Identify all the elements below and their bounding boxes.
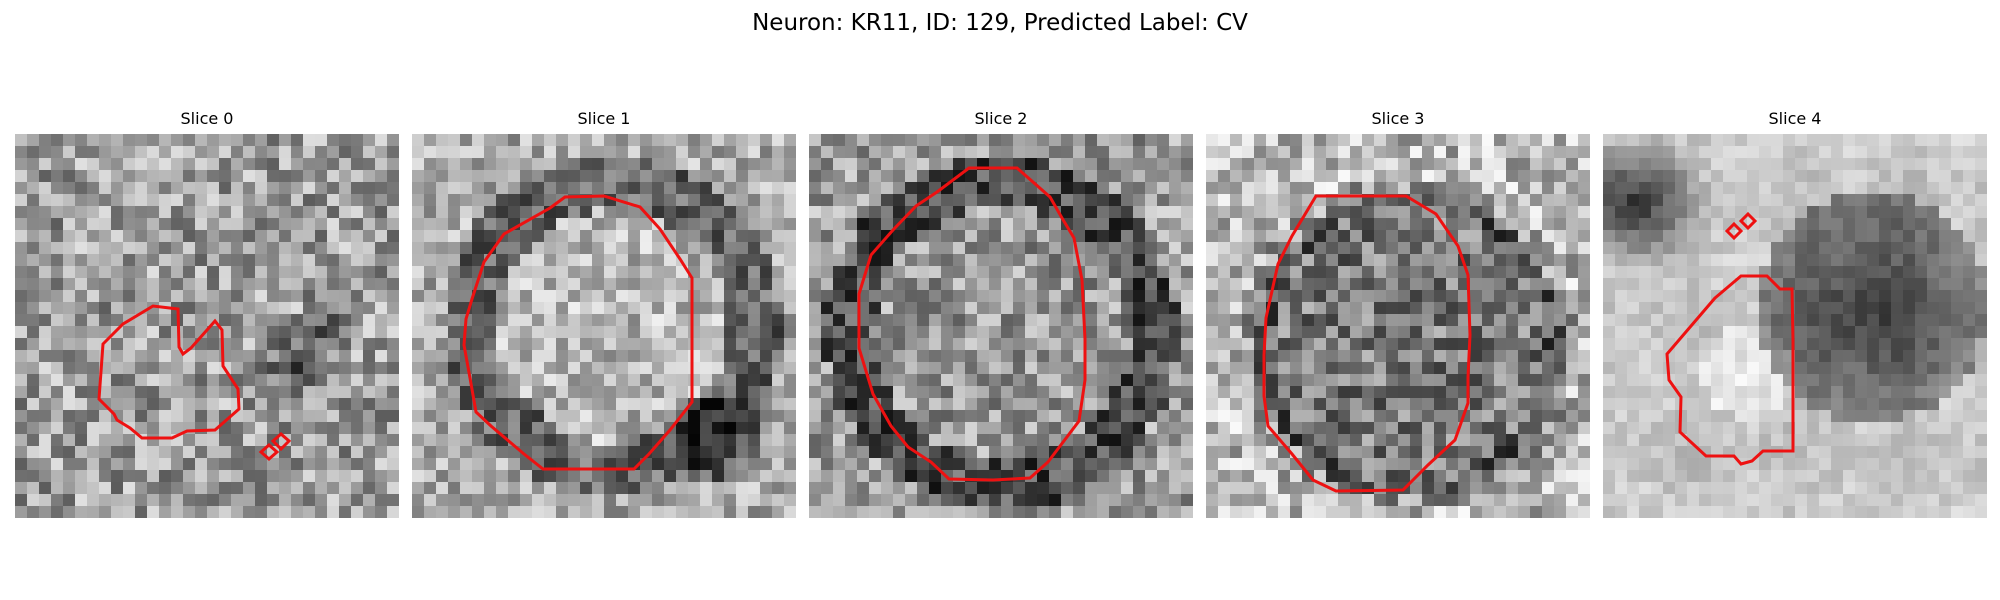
slice-image-0 [15, 134, 399, 518]
small-contour [270, 432, 292, 452]
small-contour [258, 443, 280, 461]
neuron-contour [857, 166, 1087, 482]
slice-pixels [809, 134, 1193, 518]
slice-pixels [1603, 134, 1987, 518]
slice-image-3 [1206, 134, 1590, 518]
slice-image-4 [1603, 134, 1987, 518]
neuron-contour [1665, 274, 1795, 466]
slice-pixels [1206, 134, 1590, 518]
small-contour [1738, 211, 1758, 231]
slice-pixels [15, 134, 399, 518]
slice-title-1: Slice 1 [577, 109, 631, 128]
slice-image-1 [412, 134, 796, 518]
slice-image-2 [809, 134, 1193, 518]
slice-title-4: Slice 4 [1768, 109, 1822, 128]
slice-title-3: Slice 3 [1371, 109, 1425, 128]
slice-title-0: Slice 0 [180, 109, 234, 128]
figure-title: Neuron: KR11, ID: 129, Predicted Label: … [752, 10, 1248, 36]
small-contour [1724, 221, 1744, 241]
neuron-contour [462, 194, 694, 471]
neuron-contour [1262, 194, 1472, 493]
slice-title-2: Slice 2 [974, 109, 1028, 128]
neuron-contour [97, 304, 241, 440]
slice-pixels [412, 134, 796, 518]
